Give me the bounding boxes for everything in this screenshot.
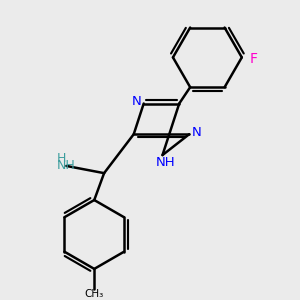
Text: NH: NH xyxy=(156,156,176,169)
Text: H: H xyxy=(57,152,66,165)
Text: N: N xyxy=(132,95,141,108)
Text: NH: NH xyxy=(57,159,76,172)
Text: F: F xyxy=(249,52,257,66)
Text: N: N xyxy=(192,126,201,139)
Text: CH₃: CH₃ xyxy=(85,289,104,298)
